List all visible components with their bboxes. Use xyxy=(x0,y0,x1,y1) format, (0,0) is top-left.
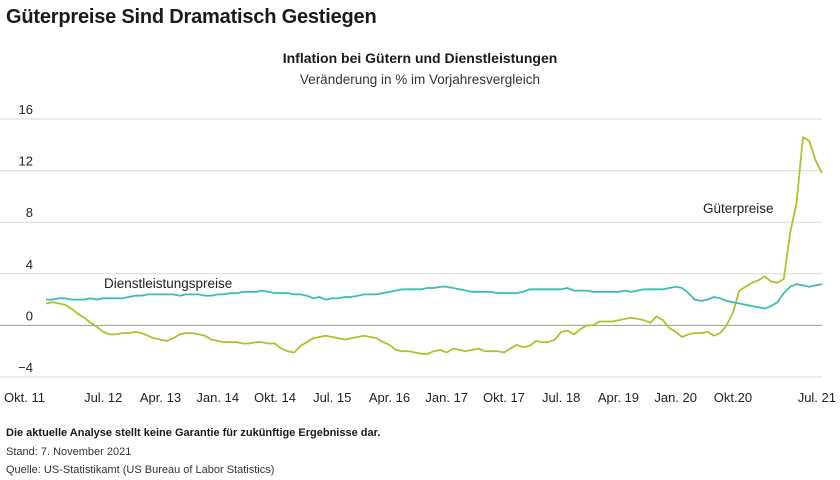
y-tick-label: 4 xyxy=(26,257,33,272)
page-title: Güterpreise Sind Dramatisch Gestiegen xyxy=(6,6,377,28)
date-note: Stand: 7. November 2021 xyxy=(6,446,132,458)
series-line-gueterpreise xyxy=(45,136,823,355)
disclaimer-note: Die aktuelle Analyse stellt keine Garant… xyxy=(6,427,381,439)
x-tick-label: Jan. 17 xyxy=(425,390,468,405)
x-tick-label: Jul. 12 xyxy=(84,390,122,405)
y-tick-label: 12 xyxy=(19,154,33,169)
chart-title: Inflation bei Gütern und Dienstleistunge… xyxy=(282,50,558,66)
x-tick-label: Apr. 19 xyxy=(598,390,639,405)
y-tick-label: 8 xyxy=(26,205,33,220)
source-note: Quelle: US-Statistikamt (US Bureau of La… xyxy=(6,464,275,476)
x-tick-label: Jul. 21 xyxy=(798,390,836,405)
y-tick-label: 0 xyxy=(26,308,33,323)
x-tick-label: Jul. 15 xyxy=(313,390,351,405)
x-tick-label: Apr. 13 xyxy=(140,390,181,405)
x-tick-label: Apr. 16 xyxy=(369,390,410,405)
series-lines xyxy=(45,136,823,355)
x-tick-label: Jan. 14 xyxy=(196,390,239,405)
x-tick-label: Okt. 14 xyxy=(254,390,296,405)
x-tick-label: Okt. 17 xyxy=(483,390,525,405)
x-axis-tick-labels: Okt. 11 Jul. 12 Apr. 13 Jan. 14 Okt. 14 Jul. … xyxy=(4,390,836,405)
x-tick-label: Okt.20 xyxy=(714,390,752,405)
series-label-dienstleistungspreise: Dienstleistungspreise xyxy=(104,276,232,291)
chart-subtitle: Veränderung in % im Vorjahresvergleich xyxy=(299,72,541,87)
x-tick-label: Jul. 18 xyxy=(542,390,580,405)
x-tick-label: Jan. 20 xyxy=(654,390,697,405)
series-line-dienstleistungspreise xyxy=(46,283,823,310)
y-axis-tick-labels: 16 12 8 4 0 −4 xyxy=(18,102,33,375)
series-labels: Güterpreise Dienstleistungspreise xyxy=(104,201,774,291)
x-tick-label: Okt. 11 xyxy=(4,390,45,405)
y-tick-label: 16 xyxy=(19,102,33,117)
series-label-gueterpreise: Güterpreise xyxy=(703,201,774,216)
y-tick-label: −4 xyxy=(18,360,33,375)
grid-lines xyxy=(0,118,822,378)
